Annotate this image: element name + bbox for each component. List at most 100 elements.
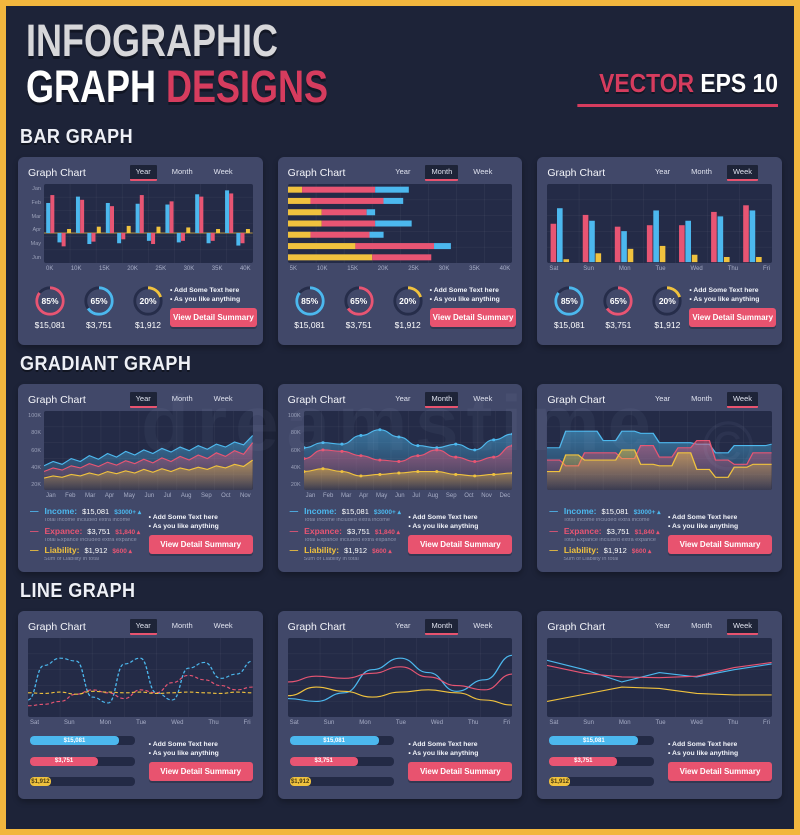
donut-value: $15,081 bbox=[294, 320, 326, 330]
title-graph: GRAPH bbox=[26, 60, 157, 112]
legend-row: Income: $15,081 $3000+ ▴ Total Income incl… bbox=[30, 507, 145, 524]
view-detail-summary-button[interactable]: View Detail Summary bbox=[408, 762, 513, 781]
title-designs: DESIGNS bbox=[166, 60, 329, 112]
vector-eps-badge: VECTOR EPS 10 bbox=[577, 68, 778, 107]
donut-value: $1,912 bbox=[135, 320, 161, 330]
tab-week[interactable]: Week bbox=[473, 620, 493, 630]
donut-value: $3,751 bbox=[345, 320, 372, 330]
legend-value: $3,751 bbox=[346, 526, 370, 536]
donut-gauge: 85% $15,081 bbox=[28, 284, 72, 330]
view-detail-summary-button[interactable]: View Detail Summary bbox=[170, 308, 257, 327]
progress-value: $3,751 bbox=[574, 758, 593, 764]
progress-fill: $3,751 bbox=[289, 756, 358, 766]
x-axis-label: 25K bbox=[408, 265, 419, 272]
tab-year[interactable]: Year bbox=[129, 391, 157, 408]
progress-bar: $3,751 bbox=[289, 756, 395, 766]
view-detail-summary-button[interactable]: View Detail Summary bbox=[429, 308, 517, 327]
plot-area bbox=[287, 638, 513, 717]
x-axis-label: Dec bbox=[499, 492, 511, 499]
tab-week[interactable]: Week bbox=[213, 166, 233, 176]
progress-bar: $15,081 bbox=[289, 736, 395, 745]
legend-label: Expance: bbox=[30, 526, 83, 536]
title-line-1: INFOGRAPHIC bbox=[26, 15, 278, 66]
tab-year[interactable]: Year bbox=[395, 393, 411, 403]
x-axis-label: Sat bbox=[30, 719, 40, 726]
section-title: GRADIANT GRAPH bbox=[20, 353, 192, 375]
tab-bar: Year Month Week bbox=[129, 391, 239, 408]
donut-ring: 65% bbox=[82, 284, 116, 318]
y-axis-label: May bbox=[30, 241, 41, 248]
x-axis-label: Thu bbox=[208, 719, 219, 726]
view-detail-summary-button[interactable]: View Detail Summary bbox=[689, 308, 777, 327]
tab-week[interactable]: Week bbox=[213, 393, 233, 403]
tab-week[interactable]: Week bbox=[726, 164, 759, 181]
tab-week[interactable]: Week bbox=[473, 393, 493, 403]
tab-year[interactable]: Year bbox=[654, 620, 671, 630]
tab-bar: Year Month Week bbox=[649, 391, 759, 408]
note-line: Add Some Text here bbox=[149, 514, 253, 521]
y-axis-label: Apr bbox=[32, 227, 41, 234]
x-axis-label: May bbox=[123, 492, 135, 499]
y-axis-label: Mar bbox=[31, 213, 41, 220]
legend-delta: $1,840 ▴ bbox=[634, 528, 660, 536]
tab-year[interactable]: Year bbox=[129, 618, 157, 635]
legend-row: Expance: $3,751 $1,840 ▴ Total Expance inc… bbox=[290, 526, 405, 544]
y-axis-label: Feb bbox=[31, 199, 41, 206]
progress-fill: $3,751 bbox=[30, 756, 99, 766]
legend-value: $15,081 bbox=[601, 507, 629, 516]
x-axis-label: Nov bbox=[239, 492, 251, 499]
progress-bar: $1,912 bbox=[549, 777, 655, 786]
donut-percent: 85% bbox=[41, 296, 59, 306]
tab-month[interactable]: Month bbox=[691, 166, 712, 176]
x-axis-label: Thu bbox=[727, 719, 739, 726]
tab-week[interactable]: Week bbox=[213, 620, 233, 630]
tab-month[interactable]: Month bbox=[171, 166, 193, 176]
tab-year[interactable]: Year bbox=[654, 393, 671, 403]
tab-year[interactable]: Year bbox=[395, 620, 411, 630]
donut-gauge: 65% $3,751 bbox=[337, 284, 381, 330]
tab-month[interactable]: Month bbox=[171, 393, 193, 403]
x-axis-label: Wed bbox=[171, 719, 184, 726]
view-detail-summary-button[interactable]: View Detail Summary bbox=[408, 535, 513, 554]
y-axis-label: 20K bbox=[290, 482, 301, 488]
tab-year[interactable]: Year bbox=[129, 164, 157, 181]
view-detail-summary-button[interactable]: View Detail Summary bbox=[668, 762, 773, 781]
donut-percent: 85% bbox=[560, 296, 578, 306]
x-axis-label: Feb bbox=[65, 492, 76, 499]
tab-week[interactable]: Week bbox=[473, 166, 493, 176]
view-detail-summary-button[interactable]: View Detail Summary bbox=[668, 535, 773, 554]
legend-label: Liability: bbox=[30, 546, 80, 555]
note-line: Add Some Text here bbox=[408, 741, 512, 748]
tab-year[interactable]: Year bbox=[395, 166, 411, 176]
legend-row: Liability: $1,912 $600 ▴ Sum of Liability … bbox=[549, 546, 664, 563]
legend-label: Expance: bbox=[549, 526, 602, 536]
tab-week[interactable]: Week bbox=[726, 391, 759, 408]
legend-row: Expance: $3,751 $1,840 ▴ Total Expance inc… bbox=[30, 526, 145, 544]
y-axis-labels: 100K 80K 60K 40K 20K bbox=[288, 411, 304, 490]
tab-month[interactable]: Month bbox=[425, 391, 459, 408]
view-detail-summary-button[interactable]: View Detail Summary bbox=[148, 762, 253, 781]
x-axis-label: Sun bbox=[63, 719, 75, 726]
note-line: As you like anything bbox=[170, 296, 257, 303]
tab-month[interactable]: Month bbox=[691, 393, 712, 403]
note-line: Add Some Text here bbox=[668, 741, 772, 748]
tab-month[interactable]: Month bbox=[425, 164, 459, 181]
graph-panel: Graph Chart Year Month Week 100K 80K 60K 40… bbox=[277, 384, 523, 572]
section-line-graph: LINE GRAPH Graph Chart Year Month Week S… bbox=[18, 580, 783, 799]
tab-month[interactable]: Month bbox=[171, 620, 193, 630]
tab-bar: Year Month Week bbox=[129, 164, 239, 181]
x-axis-label: Tue bbox=[655, 719, 666, 726]
donut-percent: 20% bbox=[139, 296, 157, 306]
panel-footer: 85% $15,081 65% $3,751 20% $1,912 Add So… bbox=[28, 278, 257, 336]
tab-week[interactable]: Week bbox=[726, 618, 759, 635]
tab-month[interactable]: Month bbox=[425, 618, 459, 635]
legend-row: Liability: $1,912 $600 ▴ Sum of Liability … bbox=[30, 546, 145, 563]
donut-ring: 20% bbox=[391, 284, 425, 318]
legend-value: $1,912 bbox=[344, 546, 368, 556]
x-axis-label: 10K bbox=[70, 265, 82, 272]
y-axis-label: 80K bbox=[290, 430, 301, 437]
tab-month[interactable]: Month bbox=[691, 620, 712, 630]
tab-year[interactable]: Year bbox=[654, 166, 671, 176]
view-detail-summary-button[interactable]: View Detail Summary bbox=[148, 535, 253, 554]
y-axis-label: 100K bbox=[287, 413, 301, 419]
